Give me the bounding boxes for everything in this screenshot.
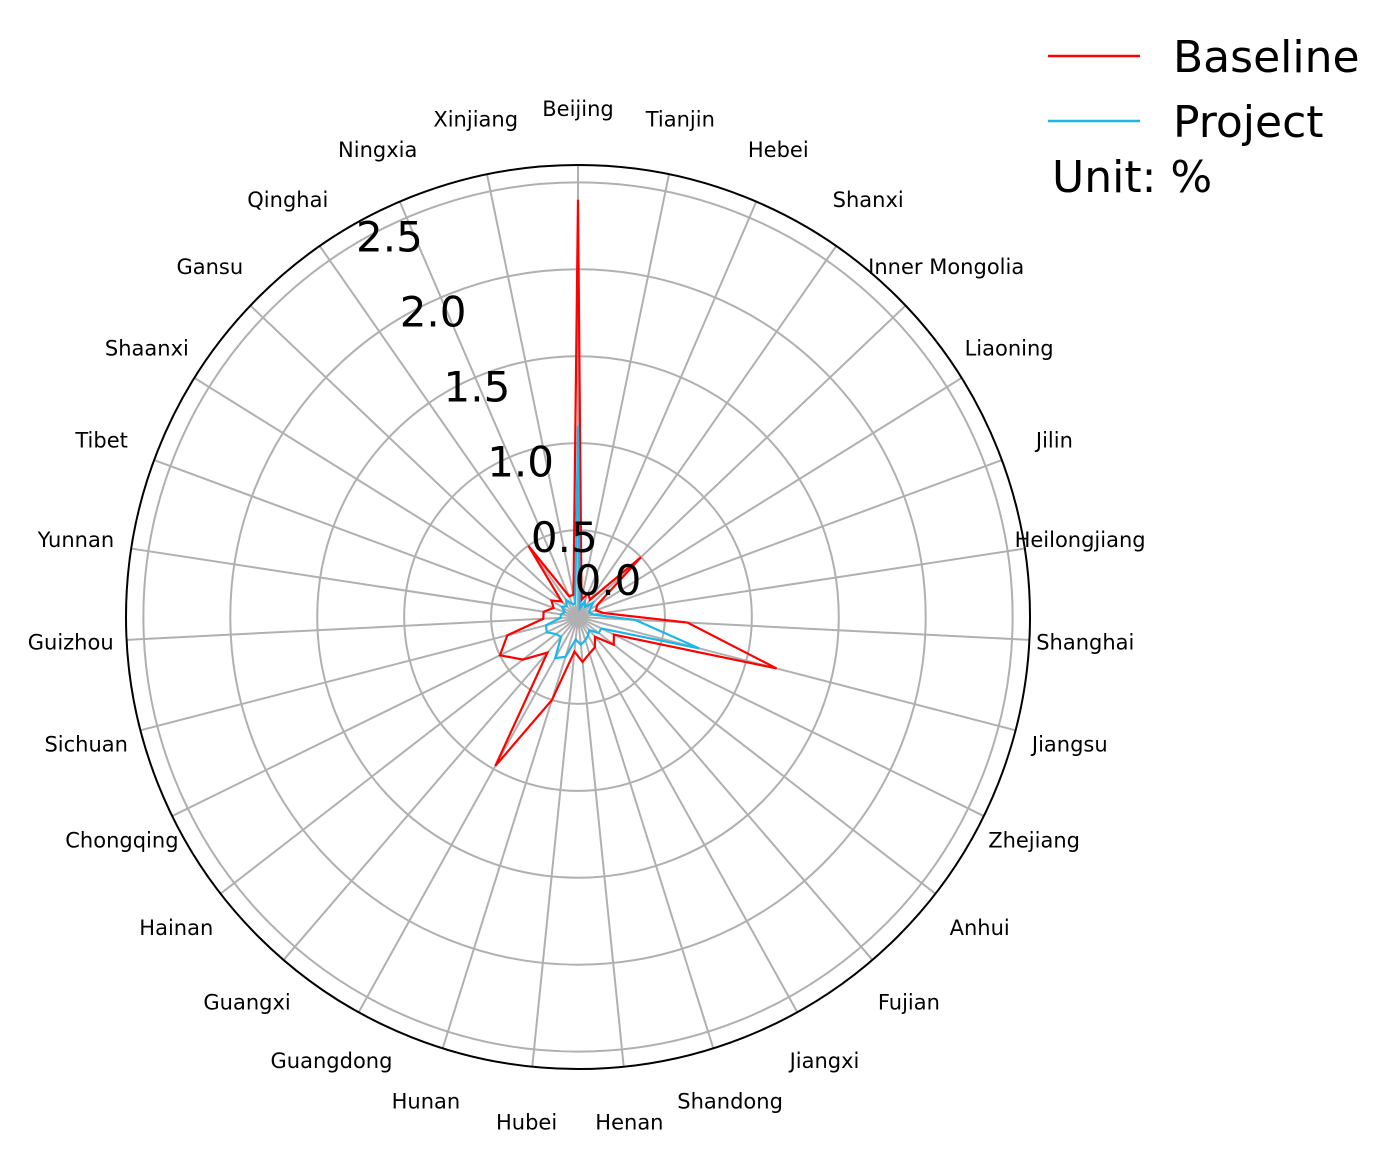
radial-tick-2: 1.0 <box>487 438 554 487</box>
grid-spoke-6 <box>577 459 1003 618</box>
grid-spoke-9 <box>577 616 1016 732</box>
grid-spoke-12 <box>577 616 874 961</box>
grid-spoke-13 <box>577 616 799 1013</box>
grid-spoke-16 <box>531 616 579 1067</box>
category-label-23: Guizhou <box>28 631 114 655</box>
category-label-26: Shaanxi <box>105 336 189 360</box>
legend-label-baseline: Baseline <box>1173 32 1360 83</box>
grid-spoke-27 <box>249 304 579 618</box>
category-label-16: Hubei <box>496 1110 557 1134</box>
grid-spoke-30 <box>486 174 579 618</box>
category-label-0: Beijing <box>542 97 613 121</box>
category-label-10: Zhejiang <box>988 829 1080 853</box>
category-label-15: Henan <box>595 1110 663 1134</box>
category-label-14: Shandong <box>677 1090 783 1114</box>
series-layer <box>494 199 778 767</box>
category-label-18: Guangdong <box>271 1049 393 1073</box>
category-label-1: Tianjin <box>645 107 715 131</box>
category-label-20: Hainan <box>139 916 213 940</box>
category-label-7: Heilongjiang <box>1015 528 1146 552</box>
series-baseline-line <box>494 199 778 767</box>
grid-spoke-5 <box>577 377 963 618</box>
grid-spoke-21 <box>171 616 579 817</box>
radial-tick-4: 2.0 <box>400 288 467 337</box>
grid-spoke-17 <box>441 616 579 1049</box>
radial-tick-3: 1.5 <box>444 363 511 412</box>
radial-tick-1: 0.5 <box>531 513 598 562</box>
unit-note: Unit: % <box>1052 152 1212 203</box>
category-label-8: Shanghai <box>1036 631 1134 655</box>
category-label-19: Guangxi <box>203 990 290 1014</box>
legend: Baseline Project <box>1048 32 1360 148</box>
category-label-3: Shanxi <box>833 188 904 212</box>
legend-label-project: Project <box>1173 97 1324 148</box>
category-label-17: Hunan <box>392 1090 461 1114</box>
category-label-4: Inner Mongolia <box>868 255 1024 279</box>
grid-spoke-24 <box>131 547 579 618</box>
grid-spoke-2 <box>577 201 758 618</box>
category-label-29: Ningxia <box>338 138 417 162</box>
category-label-5: Liaoning <box>965 336 1054 360</box>
category-label-22: Sichuan <box>44 732 128 756</box>
category-label-13: Jiangxi <box>788 1049 860 1073</box>
grid-spoke-3 <box>577 245 838 618</box>
radial-tick-layer: 0.00.5 1.0 1.5 2.0 2.5 <box>356 212 641 605</box>
category-label-24: Yunnan <box>37 528 115 552</box>
grid-spoke-29 <box>398 201 579 618</box>
grid-spoke-26 <box>193 377 579 618</box>
radial-tick-5: 2.5 <box>356 212 423 261</box>
grid-spoke-22 <box>140 616 579 732</box>
series-project-line <box>544 425 700 660</box>
grid-spoke-25 <box>153 459 579 618</box>
radial-tick-0: 0.0 <box>575 556 642 605</box>
grid-layer <box>125 164 1031 1070</box>
grid-spoke-1 <box>577 174 670 618</box>
category-label-12: Fujian <box>878 990 940 1014</box>
category-label-30: Xinjiang <box>433 107 518 131</box>
category-label-28: Qinghai <box>247 188 328 212</box>
category-label-layer: Beijing Tianjin Hebei Shanxi Inner Mongolia L… <box>28 97 1146 1134</box>
category-label-21: Chongqing <box>65 829 178 853</box>
category-label-11: Anhui <box>950 916 1010 940</box>
category-label-27: Gansu <box>176 255 243 279</box>
category-label-2: Hebei <box>748 138 809 162</box>
category-label-6: Jilin <box>1034 429 1073 453</box>
grid-spoke-20 <box>219 616 579 895</box>
grid-spoke-18 <box>357 616 579 1013</box>
grid-spoke-23 <box>126 616 579 641</box>
grid-spoke-10 <box>577 616 985 817</box>
category-label-9: Jiangsu <box>1030 732 1108 756</box>
outer-boundary <box>125 164 1031 1070</box>
category-label-25: Tibet <box>74 429 128 453</box>
grid-spoke-11 <box>577 616 937 895</box>
grid-spoke-15 <box>577 616 625 1067</box>
grid-spoke-19 <box>282 616 579 961</box>
grid-spoke-7 <box>577 547 1025 618</box>
grid-spoke-14 <box>577 616 715 1049</box>
grid-spoke-8 <box>577 616 1030 641</box>
